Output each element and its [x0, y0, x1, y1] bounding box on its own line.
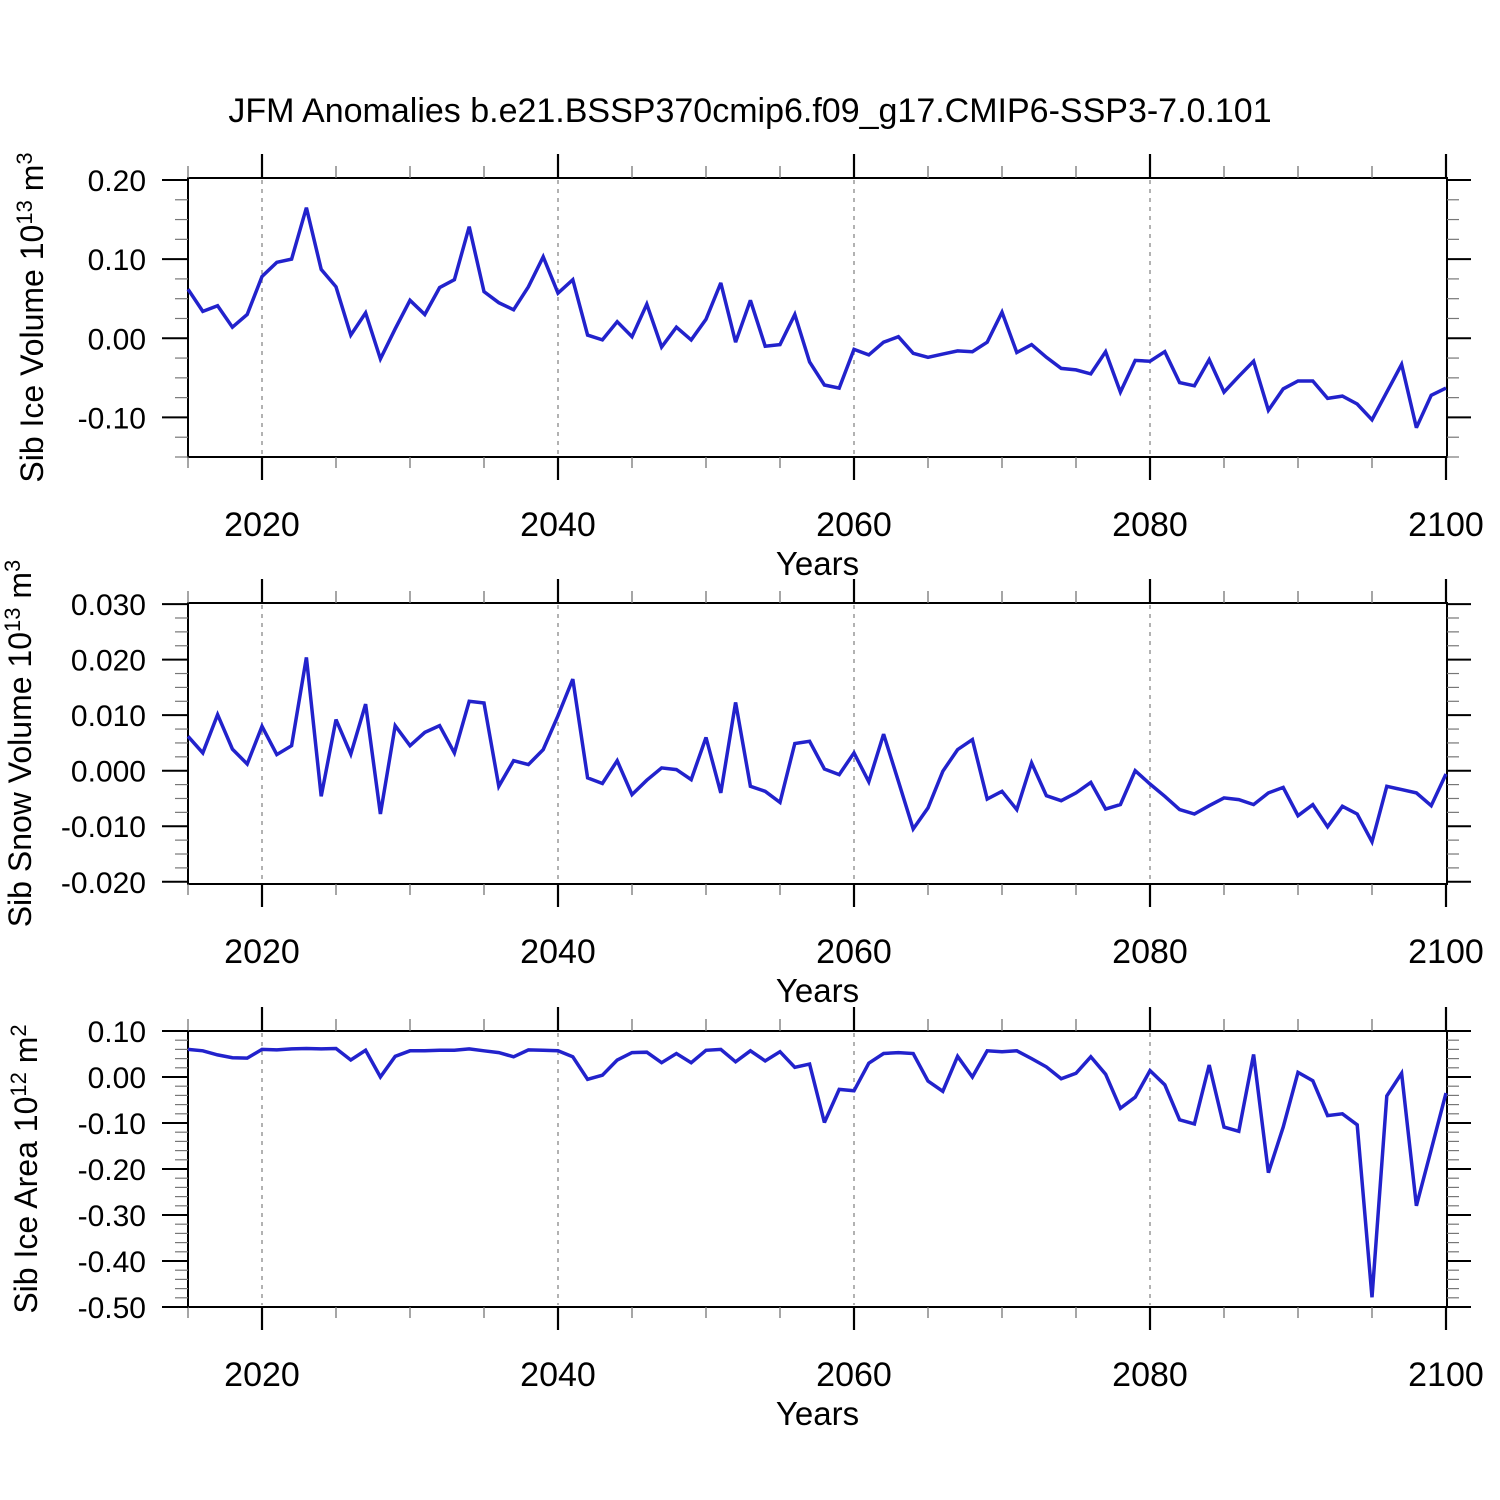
y-axis-title: Sib Snow Volume 1013 m3 [0, 560, 38, 928]
y-tick-label: 0.030 [71, 589, 146, 622]
series-line-sib-snow-volume [186, 657, 1448, 847]
y-tick-label: -0.20 [78, 1154, 146, 1187]
series-line-sib-ice-volume [186, 207, 1447, 429]
y-tick-label: -0.010 [61, 811, 146, 844]
x-axis-title: Years [776, 1395, 859, 1432]
x-tick-label-2060: 2060 [816, 506, 892, 544]
y-tick-label: 0.000 [71, 756, 146, 789]
x-tick-label-2040: 2040 [520, 933, 596, 971]
x-tick-label-2100: 2100 [1408, 1356, 1484, 1394]
y-tick-label: 0.010 [71, 700, 146, 733]
plot-frame [187, 602, 1448, 885]
y-tick-label: -0.10 [78, 402, 146, 435]
panel-3-sib-ice-area: 2020 2040 2060 2080 2100 Years 0.10 0.00 -0.10 -0… [6, 1007, 1484, 1432]
y-tick-label: 0.20 [88, 165, 146, 198]
y-tick-label: 0.00 [88, 323, 146, 356]
x-tick-label-2040: 2040 [520, 506, 596, 544]
x-tick-label-2100: 2100 [1408, 933, 1484, 971]
y-tick-label: -0.020 [61, 867, 146, 900]
y-tick-label: -0.40 [78, 1246, 146, 1279]
x-tick-label-2100: 2100 [1408, 506, 1484, 544]
panel-1-sib-ice-volume: 2020 2040 2060 2080 2100 Years 0.20 0.10 0.00 -0.… [12, 152, 1484, 582]
y-tick-label: -0.50 [78, 1292, 146, 1325]
y-axis-title: Sib Ice Area 1012 m2 [6, 1024, 44, 1313]
page-title: JFM Anomalies b.e21.BSSP370cmip6.f09_g17… [228, 92, 1272, 130]
plot-frame [187, 177, 1448, 458]
x-axis-title: Years [776, 972, 859, 1009]
x-tick-label-2080: 2080 [1112, 506, 1188, 544]
y-tick-label: -0.30 [78, 1200, 146, 1233]
x-tick-label-2020: 2020 [224, 1356, 300, 1394]
x-tick-label-2040: 2040 [520, 1356, 596, 1394]
y-tick-label: 0.10 [88, 244, 146, 277]
y-tick-label: 0.10 [88, 1016, 146, 1049]
x-axis-title: Years [776, 545, 859, 582]
series-line-sib-ice-area [187, 1046, 1448, 1298]
x-tick-label-2060: 2060 [816, 933, 892, 971]
panel-2-sib-snow-volume: 2020 2040 2060 2080 2100 Years 0.030 0.020 0.010… [0, 560, 1484, 1009]
y-tick-label: 0.020 [71, 645, 146, 678]
y-tick-label: 0.00 [88, 1062, 146, 1095]
x-tick-label-2080: 2080 [1112, 1356, 1188, 1394]
y-tick-label: -0.10 [78, 1108, 146, 1141]
x-tick-label-2060: 2060 [816, 1356, 892, 1394]
x-tick-label-2080: 2080 [1112, 933, 1188, 971]
y-axis-title: Sib Ice Volume 1013 m3 [12, 152, 50, 482]
x-tick-label-2020: 2020 [224, 506, 300, 544]
x-tick-label-2020: 2020 [224, 933, 300, 971]
